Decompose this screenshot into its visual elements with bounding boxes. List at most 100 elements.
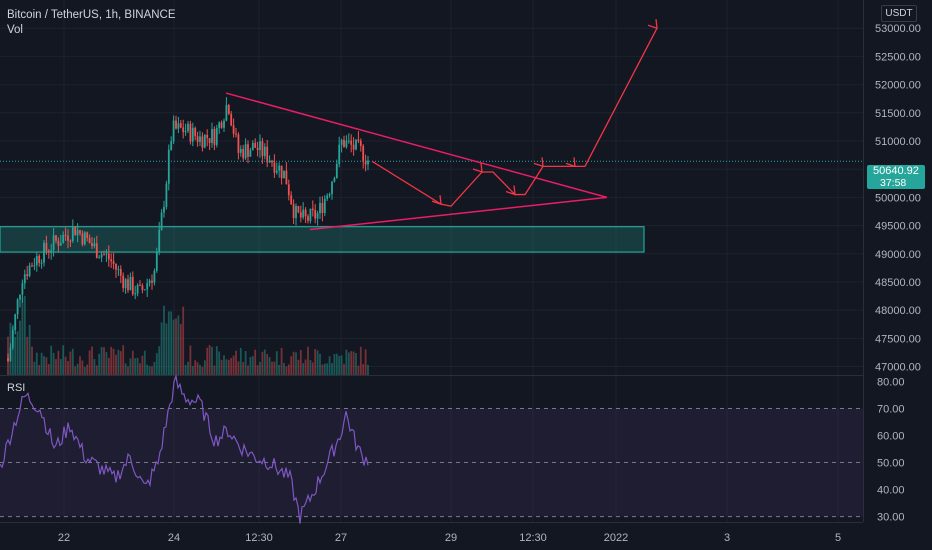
- volume-bar: [76, 363, 79, 375]
- candle-body: [347, 140, 350, 142]
- candle-body: [158, 229, 161, 252]
- last-price-tag: 50640.92 37:58: [867, 165, 925, 189]
- volume-bar: [103, 347, 105, 375]
- symbol-title[interactable]: Bitcoin / TetherUS, 1h, BINANCE: [7, 9, 176, 21]
- candle-body: [167, 149, 170, 184]
- volume-bar: [83, 366, 86, 375]
- volume-bar: [220, 359, 223, 375]
- volume-bar: [134, 358, 137, 375]
- candle-body: [88, 237, 91, 244]
- rsi-label[interactable]: RSI: [7, 382, 26, 394]
- arrowhead: [505, 185, 516, 196]
- price-tick-label: 48000.00: [875, 305, 921, 317]
- volume-bar: [100, 347, 103, 375]
- candle-body: [47, 250, 50, 253]
- volume-bar: [275, 351, 278, 375]
- currency-badge[interactable]: USDT: [881, 5, 917, 22]
- candle-body: [359, 140, 362, 146]
- volume-bar: [21, 297, 24, 375]
- volume-bar: [278, 364, 281, 375]
- candle-body: [323, 198, 326, 213]
- candle-body: [268, 160, 271, 163]
- time-axis[interactable]: 22 24 12:30 27 29 12:30 2022 3 5: [58, 532, 841, 544]
- chart-legend[interactable]: Bitcoin / TetherUS, 1h, BINANCE Vol: [7, 8, 176, 38]
- candle-body: [19, 294, 21, 300]
- candle-body: [199, 136, 201, 142]
- price-axis[interactable]: 47000.00 47500.00 48000.00 48500.00 49000.00…: [875, 23, 921, 523]
- candle-body: [76, 230, 79, 236]
- volume-bar: [146, 364, 149, 375]
- volume-bar: [107, 357, 110, 375]
- candle-body: [28, 265, 31, 277]
- candle-body: [124, 279, 127, 289]
- time-tick-label: 2022: [604, 532, 628, 544]
- time-tick-label: 27: [335, 532, 347, 544]
- volume-bar: [297, 359, 300, 375]
- candle-body: [134, 293, 137, 295]
- price-tick-label: 52500.00: [875, 51, 921, 63]
- volume-bar: [35, 352, 38, 375]
- volume-label[interactable]: Vol: [7, 24, 23, 36]
- volume-bar: [211, 346, 213, 375]
- price-tick-label: 47500.00: [875, 333, 921, 345]
- candle-body: [100, 254, 103, 258]
- candle-body: [127, 279, 129, 291]
- candle-body: [7, 358, 9, 362]
- volume-bar: [304, 359, 307, 375]
- volume-bar: [273, 361, 276, 375]
- volume-bar: [244, 350, 247, 375]
- candle-body: [59, 242, 62, 246]
- candle-body: [215, 128, 218, 145]
- volume-bar: [86, 364, 89, 375]
- volume-bar: [71, 348, 74, 375]
- volume-bar: [59, 359, 62, 375]
- volume-bar: [129, 358, 132, 375]
- candle-body: [117, 269, 120, 271]
- volume-bar: [367, 364, 369, 375]
- rsi-tick-label: 50.00: [877, 458, 905, 470]
- rsi-tick-label: 60.00: [877, 430, 905, 442]
- candle-body: [95, 243, 98, 258]
- candle-body: [129, 276, 132, 291]
- candle-body: [52, 235, 55, 251]
- volume-bar: [213, 365, 216, 375]
- volume-bar: [235, 350, 237, 375]
- volume-bar: [355, 352, 357, 375]
- candle-body: [55, 235, 57, 241]
- candle-body: [182, 127, 185, 133]
- candle-body: [91, 243, 93, 247]
- volume-bar: [189, 345, 192, 375]
- volume-bar: [177, 315, 180, 375]
- volume-bar: [326, 363, 329, 375]
- candle-body: [355, 139, 357, 150]
- time-tick-label: 5: [835, 532, 841, 544]
- rsi-tick-label: 40.00: [877, 485, 905, 497]
- candle-body: [110, 259, 113, 262]
- volume-bar: [323, 363, 326, 375]
- candle-body: [223, 120, 225, 128]
- volume-bar: [131, 350, 134, 375]
- candle-body: [16, 299, 19, 315]
- volume-bar: [215, 346, 218, 375]
- rsi-line: [0, 373, 369, 524]
- volume-bar: [74, 366, 77, 375]
- candle-body: [141, 285, 144, 290]
- candle-body: [357, 139, 360, 141]
- candle-body: [302, 209, 305, 218]
- volume-bar: [196, 362, 199, 375]
- volume-bar: [143, 350, 146, 375]
- volume-bar: [239, 347, 242, 375]
- candle-body: [316, 213, 319, 219]
- candle-body: [122, 275, 125, 289]
- volume-bar: [345, 349, 348, 375]
- candle-body: [115, 263, 117, 270]
- candle-body: [311, 208, 314, 211]
- candle-body: [299, 212, 302, 218]
- volume-bar: [122, 345, 125, 375]
- candle-body: [247, 144, 249, 157]
- volume-bar: [350, 351, 353, 375]
- candle-body: [256, 147, 259, 150]
- candle-body: [165, 183, 168, 207]
- candle-body: [50, 250, 53, 253]
